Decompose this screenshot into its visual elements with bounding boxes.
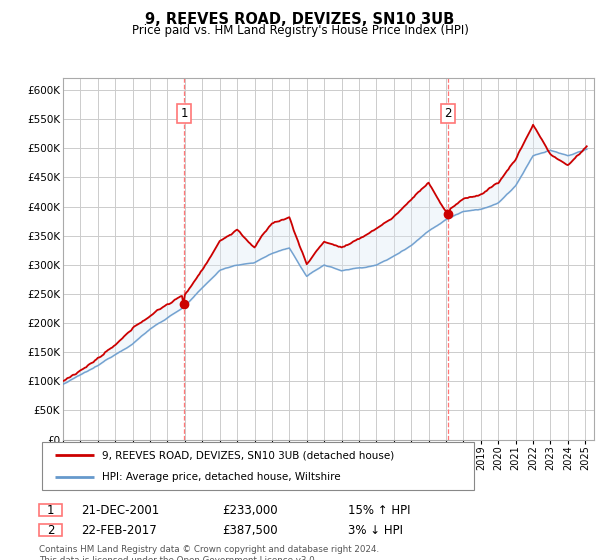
Text: 9, REEVES ROAD, DEVIZES, SN10 3UB: 9, REEVES ROAD, DEVIZES, SN10 3UB — [145, 12, 455, 27]
Text: 21-DEC-2001: 21-DEC-2001 — [81, 503, 159, 517]
Text: 1: 1 — [181, 107, 188, 120]
Text: 2: 2 — [47, 524, 54, 537]
Text: HPI: Average price, detached house, Wiltshire: HPI: Average price, detached house, Wilt… — [103, 472, 341, 482]
Text: 2: 2 — [445, 107, 452, 120]
Text: 1: 1 — [47, 503, 54, 517]
Text: 3% ↓ HPI: 3% ↓ HPI — [348, 524, 403, 537]
Text: £233,000: £233,000 — [222, 503, 278, 517]
Text: £387,500: £387,500 — [222, 524, 278, 537]
Text: Contains HM Land Registry data © Crown copyright and database right 2024.
This d: Contains HM Land Registry data © Crown c… — [39, 545, 379, 560]
Text: 15% ↑ HPI: 15% ↑ HPI — [348, 503, 410, 517]
FancyBboxPatch shape — [42, 442, 474, 490]
Text: Price paid vs. HM Land Registry's House Price Index (HPI): Price paid vs. HM Land Registry's House … — [131, 24, 469, 36]
Text: 9, REEVES ROAD, DEVIZES, SN10 3UB (detached house): 9, REEVES ROAD, DEVIZES, SN10 3UB (detac… — [103, 450, 395, 460]
Text: 22-FEB-2017: 22-FEB-2017 — [81, 524, 157, 537]
